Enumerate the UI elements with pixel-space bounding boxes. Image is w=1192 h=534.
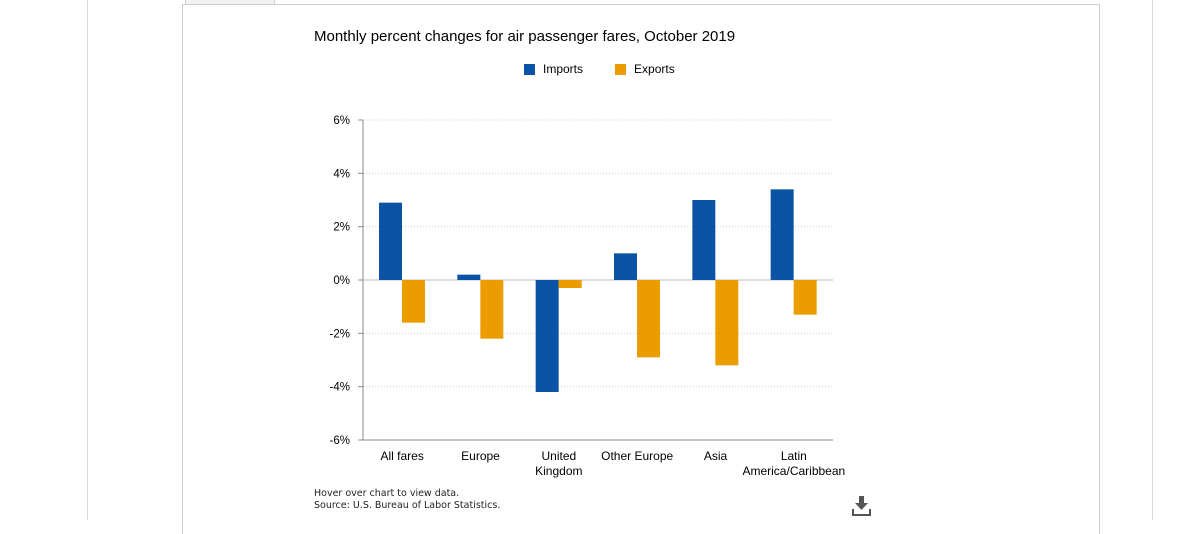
x-tick-label-line: All fares: [380, 449, 423, 463]
y-tick-label: -2%: [330, 328, 350, 340]
x-tick-label: United Kingdom: [535, 449, 582, 478]
bar-exports: [637, 280, 660, 358]
legend-swatch-imports: [524, 63, 535, 75]
legend-label-imports: Imports: [543, 62, 584, 76]
y-tick-label: 6%: [333, 115, 350, 127]
legend-label-exports: Exports: [634, 62, 675, 76]
chart-footnotes: Hover over chart to view data. Source: U…: [314, 488, 500, 512]
y-tick-label: -4%: [330, 382, 350, 394]
bar-imports: [692, 200, 716, 280]
hover-note: Hover over chart to view data.: [314, 488, 460, 499]
download-button[interactable]: [849, 494, 875, 520]
bar-exports: [793, 280, 817, 315]
bar-imports: [535, 280, 559, 392]
x-tick-label-line: Other Europe: [601, 449, 673, 463]
y-tick-label: -6%: [330, 435, 350, 447]
y-tick-label: 4%: [333, 168, 350, 180]
legend-item-imports[interactable]: Imports: [524, 62, 583, 76]
page-left-border: [87, 0, 88, 520]
bar-imports: [379, 202, 402, 280]
bar-imports: [457, 274, 481, 280]
x-tick-label: Latin America/Caribbean: [742, 449, 845, 478]
source-note: Source: U.S. Bureau of Labor Statistics.: [314, 500, 501, 511]
x-tick-label-line: United: [541, 449, 576, 463]
legend-item-exports[interactable]: Exports: [615, 62, 675, 76]
legend-swatch-exports: [615, 63, 627, 75]
download-icon: [852, 496, 871, 516]
y-tick-label: 0%: [333, 275, 350, 287]
chart-title: Monthly percent changes for air passenge…: [314, 28, 736, 45]
x-tick-label-line: Latin: [781, 449, 807, 463]
panel-tab[interactable]: [185, 0, 275, 5]
bar-exports: [480, 280, 504, 339]
chart-legend: Imports Exports: [524, 61, 707, 77]
x-tick-label: Other Europe: [601, 449, 673, 463]
x-tick-label-line: America/Caribbean: [742, 464, 845, 478]
x-tick-label: All fares: [380, 449, 423, 463]
bar-imports: [770, 189, 794, 280]
bar-exports: [715, 280, 739, 366]
page-right-border: [1152, 0, 1153, 520]
chart-panel: [182, 4, 1100, 534]
x-tick-label: Europe: [461, 449, 500, 463]
x-tick-label-line: Kingdom: [535, 464, 582, 478]
y-tick-label: 2%: [333, 222, 350, 234]
bar-exports: [558, 280, 582, 288]
x-tick-label-line: Europe: [461, 449, 500, 463]
bar-exports: [402, 280, 425, 323]
x-tick-label: Asia: [704, 449, 728, 463]
bar-chart: 6% 4% 2% 0% -2% -4% -6% All fares Europe United Ki…: [330, 115, 846, 478]
bar-imports: [614, 253, 637, 280]
x-tick-label-line: Asia: [704, 449, 728, 463]
